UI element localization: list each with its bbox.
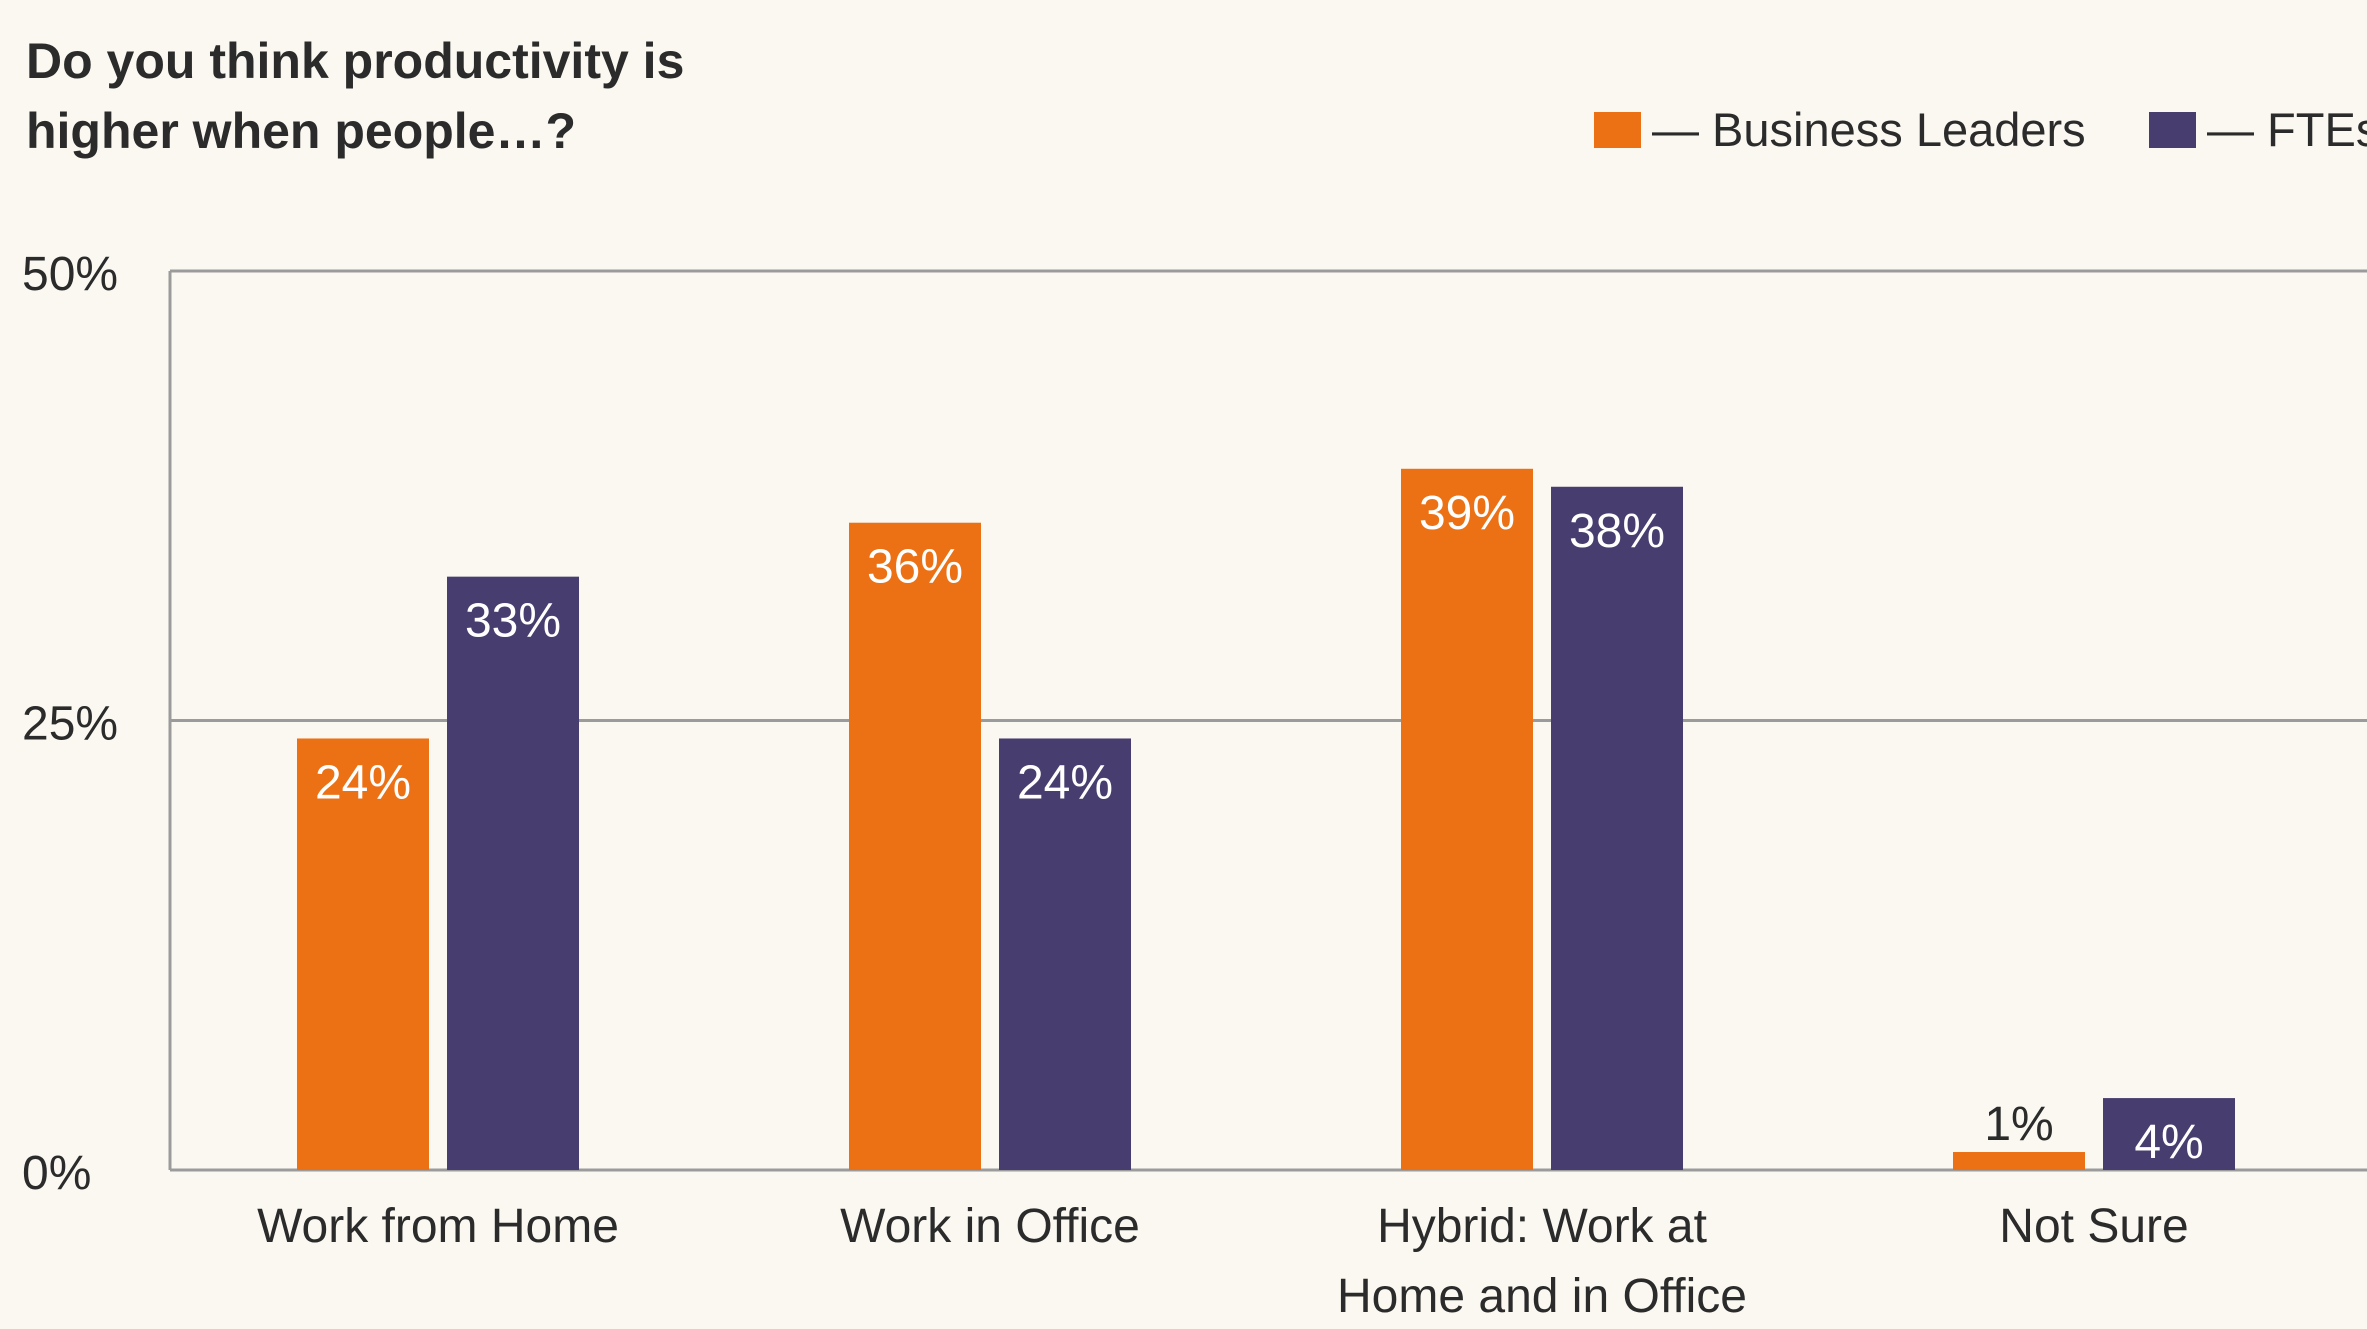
chart-title-line-1: Do you think productivity is bbox=[26, 33, 684, 89]
legend: — Business Leaders — FTEs bbox=[1594, 103, 2367, 156]
y-axis-ticks: 0% 25% 50% bbox=[22, 248, 118, 1200]
bar-ftes-2 bbox=[1551, 486, 1683, 1170]
bar-ftes-0 bbox=[447, 576, 579, 1170]
chart-title-line-2: higher when people…? bbox=[26, 103, 576, 159]
data-label-business-leaders-2: 39% bbox=[1419, 487, 1515, 540]
y-tick-label-25: 25% bbox=[22, 698, 118, 751]
y-tick-label-50: 50% bbox=[22, 248, 118, 301]
bars bbox=[297, 468, 2235, 1170]
data-label-ftes-2: 38% bbox=[1569, 505, 1665, 558]
y-tick-label-0: 0% bbox=[22, 1147, 91, 1200]
x-category-label-3-0: Not Sure bbox=[1999, 1200, 2188, 1253]
data-label-ftes-3: 4% bbox=[2134, 1116, 2203, 1169]
bar-ftes-3 bbox=[2103, 1098, 2235, 1170]
x-category-label-2-1: Home and in Office bbox=[1337, 1270, 1747, 1323]
data-label-ftes-1: 24% bbox=[1017, 756, 1113, 809]
x-category-label-1-0: Work in Office bbox=[840, 1200, 1140, 1253]
legend-label-business-leaders: — Business Leaders bbox=[1652, 103, 2086, 156]
legend-swatch-ftes bbox=[2149, 112, 2196, 148]
data-label-business-leaders-0: 24% bbox=[315, 756, 411, 809]
x-category-label-0-0: Work from Home bbox=[257, 1200, 619, 1253]
legend-swatch-business-leaders bbox=[1594, 112, 1641, 148]
bar-business-leaders-0 bbox=[297, 738, 429, 1170]
bar-ftes-1 bbox=[999, 738, 1131, 1170]
x-axis-categories: Work from Home Work in Office Hybrid: Work… bbox=[257, 1200, 2189, 1323]
bar-business-leaders-2 bbox=[1401, 468, 1533, 1170]
bar-business-leaders-3 bbox=[1953, 1152, 2085, 1170]
bar-business-leaders-1 bbox=[849, 522, 981, 1170]
legend-label-ftes: — FTEs bbox=[2207, 103, 2367, 156]
data-labels: 24% 36% 39% 1% 33% 24% 38% 4% bbox=[315, 487, 2204, 1169]
data-label-business-leaders-3: 1% bbox=[1984, 1098, 2053, 1151]
data-label-business-leaders-1: 36% bbox=[867, 541, 963, 594]
x-category-label-2-0: Hybrid: Work at bbox=[1377, 1200, 1707, 1253]
data-label-ftes-0: 33% bbox=[465, 595, 561, 648]
